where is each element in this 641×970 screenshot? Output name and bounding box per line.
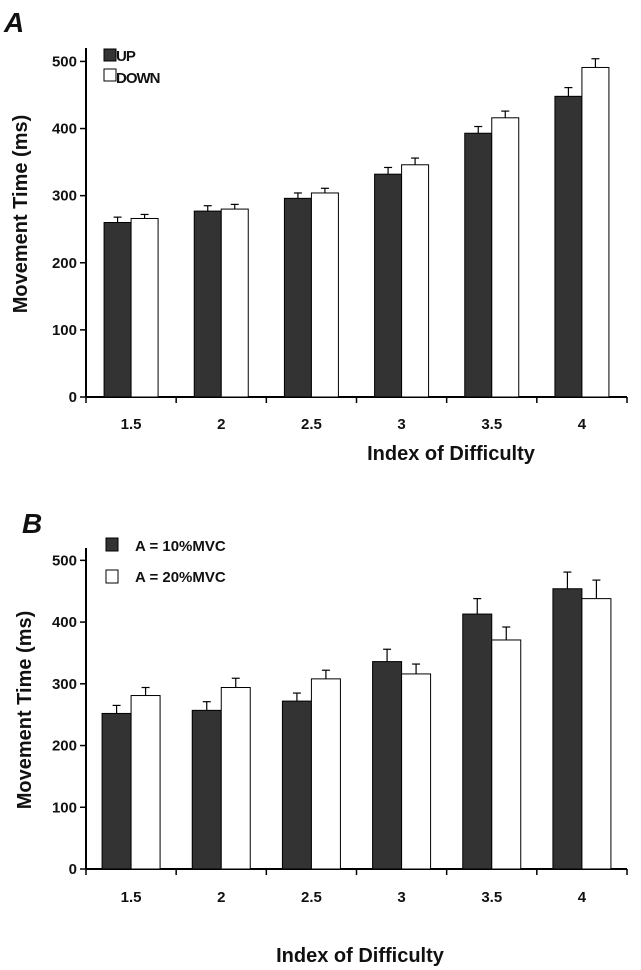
x-axis-title-b: Index of Difficulty [276, 945, 445, 967]
legend-swatch-down [103, 68, 117, 82]
x-tick-label: 3.5 [481, 416, 502, 433]
x-tick-label: 3 [397, 416, 405, 433]
y-tick-label: 500 [52, 552, 77, 569]
plot-area-b: 0 100 200 300 400 500 1.5 2 2.5 3 3.5 4 [52, 548, 628, 906]
bar-series2 [220, 687, 251, 870]
x-tick-label: 2.5 [301, 889, 322, 906]
bar-series1 [283, 197, 312, 398]
y-tick-label: 300 [52, 676, 77, 693]
y-tick-label: 400 [52, 614, 77, 631]
chart-b: B A = 10%MVC A = 20%MVC Index of Difficu… [14, 508, 628, 967]
plot-area-a: 0 100 200 300 400 500 1.5 2 2.5 3 3.5 4 [52, 48, 628, 433]
y-tick-label: 500 [52, 53, 77, 70]
x-tick-label: 3 [397, 889, 405, 906]
x-tick-label: 2.5 [301, 416, 322, 433]
panel-label-b: B [22, 508, 42, 539]
x-tick-label: 3.5 [481, 889, 502, 906]
bar-series2 [130, 217, 159, 398]
bar-series2 [491, 639, 522, 870]
x-tick-label: 2 [217, 889, 225, 906]
bar-series2 [220, 208, 249, 398]
bar-series1 [191, 709, 222, 870]
x-axis-title-a: Index of Difficulty [367, 443, 536, 465]
y-tick-label: 100 [52, 322, 77, 339]
y-axis-title-b: Movement Time (ms) [14, 611, 36, 810]
bar-series2 [401, 673, 432, 870]
bar-series2 [401, 164, 430, 398]
bar-series1 [462, 613, 493, 870]
legend-label-10mvc: A = 10%MVC [135, 538, 226, 555]
legend-swatch-20mvc [105, 569, 119, 584]
bar-series2 [310, 678, 341, 870]
x-tick-label: 4 [578, 416, 587, 433]
bar-series1 [281, 700, 312, 870]
y-tick-label: 300 [52, 188, 77, 205]
y-tick-label: 0 [69, 861, 77, 878]
x-tick-label: 1.5 [121, 889, 142, 906]
panel-label-a: A [3, 7, 24, 38]
bar-series1 [193, 210, 222, 398]
legend-label-down: DOWN [116, 70, 160, 87]
bar-series2 [581, 598, 612, 870]
bar-series1 [372, 661, 403, 870]
bar-series1 [374, 173, 403, 398]
x-tick-label: 2 [217, 416, 225, 433]
bar-series2 [130, 695, 161, 870]
legend-a: UP DOWN [103, 48, 161, 87]
x-tick-label: 4 [578, 889, 587, 906]
legend-label-20mvc: A = 20%MVC [135, 569, 226, 586]
y-axis-title-a: Movement Time (ms) [10, 115, 32, 314]
bar-series2 [491, 117, 520, 398]
bar-series1 [103, 222, 132, 398]
bar-series2 [581, 66, 610, 398]
y-tick-label: 400 [52, 121, 77, 138]
bar-series1 [464, 132, 493, 398]
y-tick-label: 100 [52, 799, 77, 816]
x-tick-label: 1.5 [121, 416, 142, 433]
bar-series1 [552, 588, 583, 870]
bar-series2 [310, 192, 339, 398]
legend-swatch-10mvc [105, 537, 119, 552]
y-tick-label: 200 [52, 255, 77, 272]
bar-series1 [101, 712, 132, 870]
y-tick-label: 0 [69, 389, 77, 406]
legend-label-up: UP [116, 48, 136, 65]
legend-swatch-up [103, 48, 117, 62]
chart-a: A UP DOWN Index of Difficulty Movement T… [3, 7, 628, 465]
y-tick-label: 200 [52, 738, 77, 755]
bar-series1 [554, 95, 583, 398]
legend-b: A = 10%MVC A = 20%MVC [105, 537, 226, 586]
